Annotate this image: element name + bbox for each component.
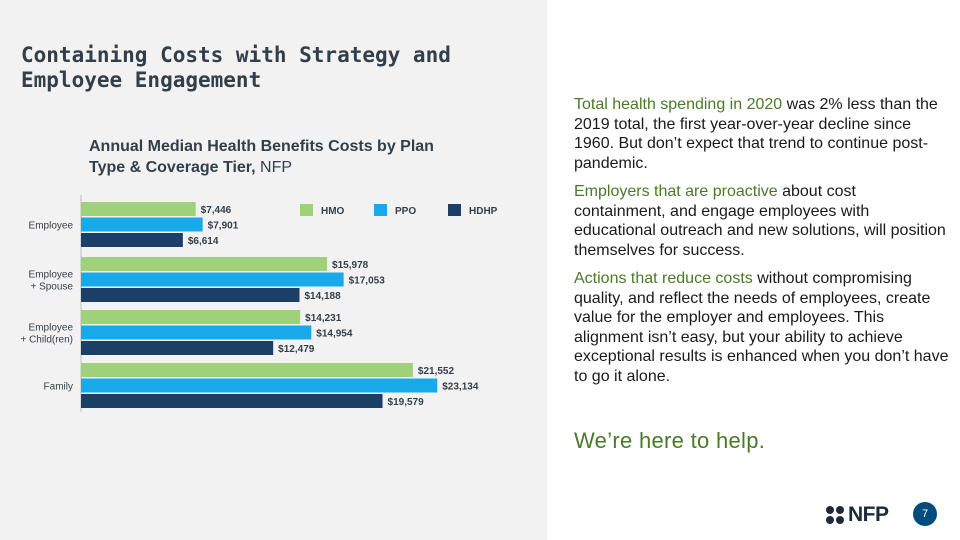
paragraph-1: Total health spending in 2020 was 2% les…	[574, 95, 949, 173]
legend-swatch-hdhp	[448, 204, 461, 216]
bar-hdhp-0	[81, 233, 183, 247]
paragraph-1-highlight: Total health spending in 2020	[574, 96, 783, 113]
bar-ppo-1	[81, 272, 344, 287]
data-label-ppo-2: $14,954	[316, 329, 353, 340]
tagline: We’re here to help.	[574, 428, 766, 453]
bar-hmo-1	[81, 257, 328, 271]
paragraph-2-text: about cost containment, and engage emplo…	[574, 183, 946, 259]
paragraph-3-text: without compromising quality, and reflec…	[574, 270, 949, 385]
body-text: Total health spending in 2020 was 2% les…	[574, 95, 949, 395]
paragraph-2-highlight: Employers that are proactive	[574, 183, 778, 200]
paragraph-3: Actions that reduce costs without compro…	[574, 269, 949, 386]
legend-swatch-hmo	[300, 204, 313, 216]
legend-label-ppo: PPO	[395, 206, 416, 217]
data-label-hdhp-2: $12,479	[278, 344, 315, 355]
data-label-hmo-3: $21,552	[418, 366, 455, 377]
data-label-hdhp-1: $14,188	[304, 291, 341, 302]
bar-hdhp-1	[81, 288, 300, 302]
chart-title: Annual Median Health Benefits Costs by P…	[89, 136, 469, 178]
legend-label-hmo: HMO	[321, 206, 345, 217]
chart-title-suffix: NFP	[260, 159, 293, 176]
bar-ppo-0	[81, 217, 203, 232]
bar-hdhp-3	[81, 394, 383, 408]
data-label-hmo-0: $7,446	[201, 205, 232, 216]
nfp-logo-mark-icon	[826, 506, 844, 524]
legend-label-hdhp: HDHP	[469, 206, 498, 217]
logo-text: NFP	[848, 503, 889, 526]
paragraph-1-text: was 2% less than the 2019 total, the fir…	[574, 96, 938, 172]
data-label-ppo-3: $23,134	[442, 382, 479, 393]
data-label-ppo-0: $7,901	[208, 221, 239, 232]
category-label-1-0: Employee	[29, 270, 74, 281]
nfp-logo: NFP	[824, 503, 889, 527]
bar-hmo-3	[81, 363, 413, 377]
bar-hmo-2	[81, 310, 301, 324]
category-label-2-1: + Child(ren)	[20, 335, 73, 346]
paragraph-2: Employers that are proactive about cost …	[574, 182, 949, 260]
bar-hdhp-2	[81, 341, 274, 355]
paragraph-3-highlight: Actions that reduce costs	[574, 270, 753, 287]
chart-title-main: Annual Median Health Benefits Costs by P…	[89, 138, 434, 176]
slide-title: Containing Costs with Strategy and Emplo…	[21, 43, 451, 92]
legend-swatch-ppo	[374, 204, 387, 216]
data-label-hmo-2: $14,231	[305, 313, 342, 324]
data-label-hmo-1: $15,978	[332, 260, 369, 271]
right-panel	[547, 0, 960, 540]
bar-ppo-3	[81, 378, 438, 393]
category-label-2-0: Employee	[29, 323, 74, 334]
category-label-3-0: Family	[44, 382, 73, 393]
data-label-ppo-1: $17,053	[349, 276, 386, 287]
bar-hmo-0	[81, 202, 196, 216]
category-label-0-0: Employee	[29, 221, 74, 232]
page-number: 7	[913, 502, 937, 526]
bar-ppo-2	[81, 325, 312, 340]
data-label-hdhp-3: $19,579	[388, 397, 425, 408]
category-label-1-1: + Spouse	[30, 282, 73, 293]
data-label-hdhp-0: $6,614	[188, 236, 219, 247]
bar-chart: $7,446 $7,901 $6,614 Employee $15,978 $17,053…	[20, 195, 498, 412]
